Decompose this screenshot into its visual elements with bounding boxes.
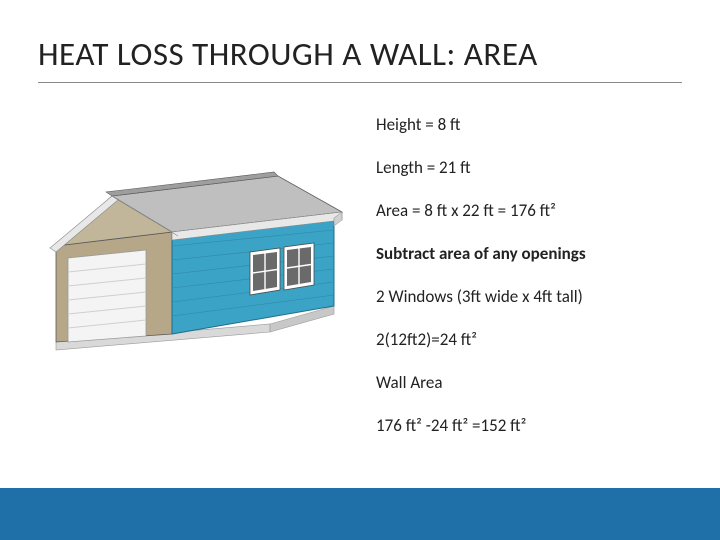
page-title: HEAT LOSS THROUGH A WALL: AREA (38, 34, 538, 74)
calculation-list: Height = 8 ft Length = 21 ft Area = 8 ft… (376, 114, 696, 458)
window-right-icon (284, 243, 314, 290)
calc-line: Area = 8 ft x 22 ft = 176 ft² (376, 200, 696, 221)
calc-line: 2 Windows (3ft wide x 4ft tall) (376, 286, 696, 307)
bottom-accent-bar (0, 488, 720, 540)
calc-line: Subtract area of any openings (376, 243, 696, 264)
calc-line: Wall Area (376, 372, 696, 393)
calc-line: 176 ft² -24 ft² =152 ft² (376, 415, 696, 436)
calc-line: 2(12ft2)=24 ft² (376, 329, 696, 350)
calc-line: Height = 8 ft (376, 114, 696, 135)
window-left-icon (250, 248, 280, 295)
title-divider (38, 82, 682, 83)
calc-line: Length = 21 ft (376, 157, 696, 178)
shed-illustration (28, 150, 358, 380)
